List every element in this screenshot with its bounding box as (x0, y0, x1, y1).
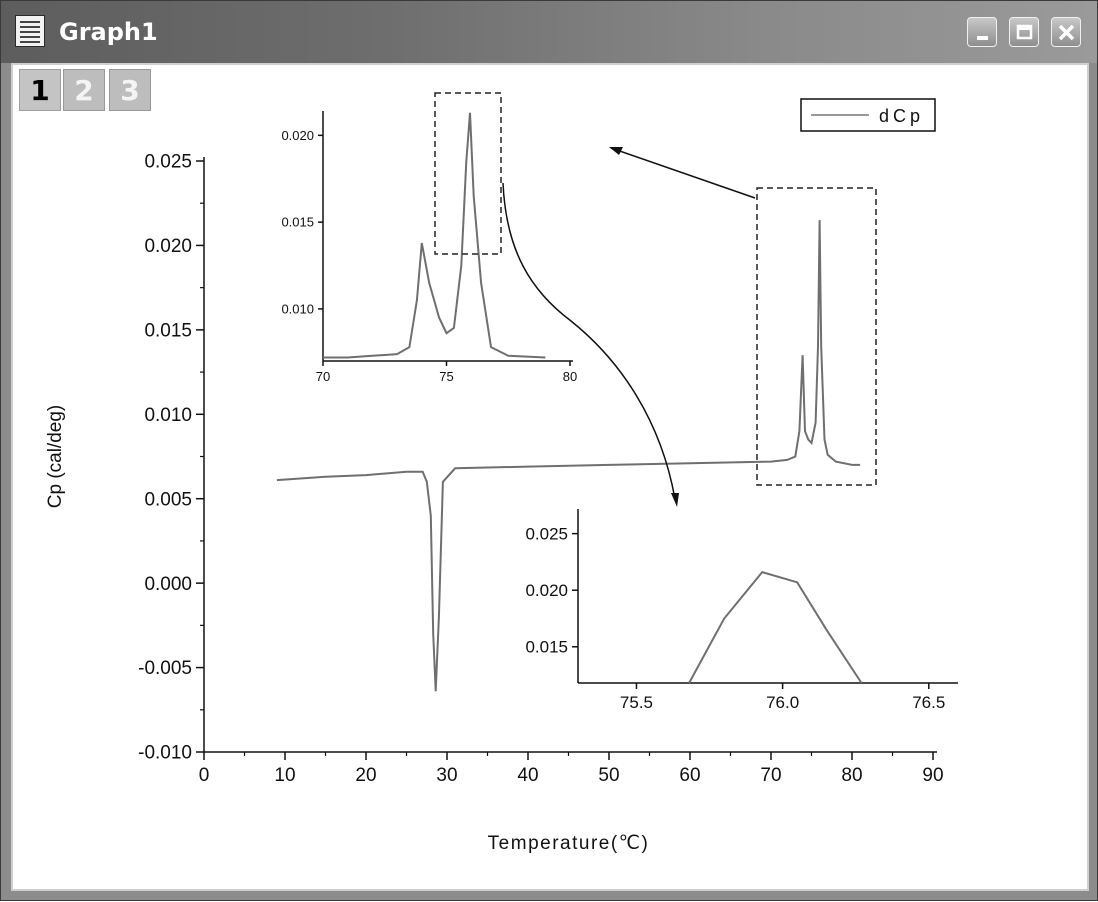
close-button[interactable] (1051, 17, 1081, 47)
layer-tab-1[interactable]: 1 (19, 69, 61, 111)
y-tick-label: 0.005 (144, 489, 192, 510)
x-tick-label: 90 (922, 765, 943, 786)
layer-tab-2[interactable]: 2 (63, 69, 105, 111)
x-axis-label: Temperature(℃) (488, 833, 650, 854)
inset-chart-upper: 70 75 80 0.010 0.015 0.020 (281, 111, 577, 384)
y-tick-label: 0.020 (144, 236, 192, 257)
x-tick-label: 70 (760, 765, 781, 786)
x-tick-label: 60 (679, 765, 700, 786)
y-tick-label: 0.015 (281, 215, 314, 230)
x-tick-label: 76.5 (912, 693, 945, 712)
arrowhead-icon (671, 493, 679, 507)
x-tick-label: 75.5 (620, 693, 653, 712)
y-tick-label: -0.005 (138, 658, 192, 679)
series-line-dcp[interactable] (276, 220, 861, 692)
x-tick-label: 20 (355, 765, 376, 786)
zoom-arrow-line[interactable] (610, 147, 756, 199)
y-tick-label: 0.025 (144, 152, 192, 173)
arrowhead-icon (609, 147, 623, 155)
x-tick-label: 50 (598, 765, 619, 786)
layer-tab-3[interactable]: 3 (109, 69, 151, 111)
zoom-box-main-peaks[interactable] (756, 187, 877, 486)
y-tick-label: 0.000 (144, 574, 192, 595)
x-tick-label: 76.0 (766, 693, 799, 712)
title-bar[interactable]: Graph1 (1, 1, 1097, 63)
legend[interactable]: dCp (800, 98, 936, 132)
y-tick-label: 0.020 (281, 128, 314, 143)
y-tick-label: 0.010 (144, 405, 192, 426)
zoom-arrow-curve[interactable] (502, 182, 676, 500)
x-tick-label: 70 (316, 369, 330, 384)
y-tick-label: 0.015 (144, 321, 192, 342)
x-tick-label: 80 (841, 765, 862, 786)
inset-chart-lower: 75.5 76.0 76.5 0.015 0.020 0.025 (525, 509, 958, 712)
zoom-box-upper-inset[interactable] (434, 92, 502, 255)
x-tick-label: 75 (439, 369, 453, 384)
legend-label: dCp (879, 106, 924, 126)
minimize-icon (977, 36, 988, 40)
y-axis-label: Cp (cal/deg) (45, 405, 66, 509)
graph-canvas[interactable]: 1 2 3 (11, 63, 1089, 891)
y-tick-label: 0.025 (525, 525, 568, 544)
main-chart: 0 10 20 30 40 50 60 70 80 90 -0.010 -0.005 0.000 0.00… (45, 152, 944, 854)
x-tick-label: 30 (436, 765, 457, 786)
y-tick-label: 0.015 (525, 638, 568, 657)
y-tick-label: 0.020 (525, 581, 568, 600)
x-tick-label: 80 (563, 369, 577, 384)
series-line-dcp[interactable] (688, 570, 863, 684)
x-tick-label: 10 (274, 765, 295, 786)
y-tick-label: 0.010 (281, 301, 314, 316)
graph-window-icon[interactable] (15, 15, 45, 47)
y-tick-label: -0.010 (138, 743, 192, 764)
window-title: Graph1 (59, 18, 158, 46)
minimize-button[interactable] (967, 17, 997, 47)
x-tick-label: 40 (517, 765, 538, 786)
x-tick-label: 0 (199, 765, 210, 786)
restore-icon (1016, 24, 1033, 40)
close-icon (1058, 24, 1075, 41)
restore-button[interactable] (1009, 17, 1039, 47)
series-line-dcp[interactable] (323, 112, 546, 359)
